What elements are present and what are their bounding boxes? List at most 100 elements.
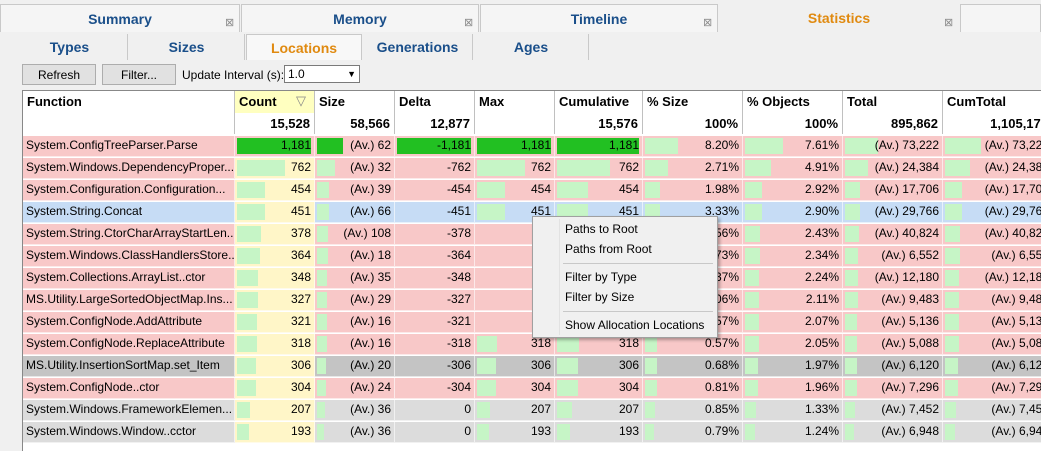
cell-value: System.ConfigTreeParser.Parse: [26, 138, 198, 152]
subtab-generations[interactable]: Generations: [363, 34, 473, 60]
cell-value: (Av.) 17,706: [874, 182, 939, 196]
cell-delta: -348: [395, 268, 475, 289]
value-bar: [317, 336, 327, 352]
cell-pct-objects: 2.07%: [743, 312, 843, 333]
subtab-locations[interactable]: Locations: [246, 34, 362, 60]
cell-size: (Av.) 20: [315, 356, 395, 377]
close-icon[interactable]: ⊠: [703, 17, 713, 29]
cell-value: 2.05%: [804, 336, 839, 350]
value-bar: [237, 138, 311, 154]
value-bar: [317, 358, 326, 374]
column-header-label: Max: [479, 94, 505, 109]
value-bar: [645, 182, 660, 198]
cell-pct-size: 8.20%: [643, 136, 743, 157]
value-bar: [645, 160, 668, 176]
menu-filter-by-type[interactable]: Filter by Type: [565, 270, 637, 284]
menu-paths-from-root[interactable]: Paths from Root: [565, 242, 652, 256]
cell-function: System.String.Concat: [23, 202, 235, 223]
cell-value: .56%: [711, 226, 739, 240]
table-row[interactable]: System.String.Concat 451 (Av.) 66 -451 451 45…: [23, 202, 1041, 224]
total-total: 895,862: [843, 113, 943, 134]
column-header-delta[interactable]: Delta: [395, 91, 475, 113]
cell-value: (Av.) 5,088: [881, 336, 939, 350]
cell-pct-objects: 2.43%: [743, 224, 843, 245]
table-row[interactable]: System.ConfigNode..ctor 304 (Av.) 24 -304 30…: [23, 378, 1041, 400]
tab-memory[interactable]: Memory ⊠: [241, 4, 479, 32]
cell-value: 318: [290, 336, 311, 350]
close-icon[interactable]: ⊠: [225, 17, 235, 29]
tab-timeline[interactable]: Timeline ⊠: [480, 4, 718, 32]
update-interval-select[interactable]: 1.0 ▼: [284, 65, 360, 83]
table-row[interactable]: System.Windows.Window..cctor 193 (Av.) 36 0…: [23, 422, 1041, 444]
value-bar: [745, 424, 755, 440]
subtab-types[interactable]: Types: [12, 34, 128, 60]
value-bar: [645, 138, 678, 154]
subtab-ages-label: Ages: [513, 39, 549, 55]
cell-value: System.ConfigNode..ctor: [26, 380, 160, 394]
filter-button[interactable]: Filter...: [102, 64, 176, 85]
tab-summary[interactable]: Summary ⊠: [0, 4, 240, 32]
column-header-count[interactable]: Count ▽: [235, 91, 315, 113]
tab-timeline-label: Timeline: [570, 10, 628, 27]
table-row[interactable]: System.Configuration.Configuration... 454…: [23, 180, 1041, 202]
table-row[interactable]: System.Collections.ArrayList..ctor 348 (Av…: [23, 268, 1041, 290]
cell-total: (Av.) 17,706: [843, 180, 943, 201]
table-row[interactable]: System.ConfigTreeParser.Parse 1,181 (Av.) …: [23, 136, 1041, 158]
close-icon[interactable]: ⊠: [944, 17, 954, 29]
value-bar: [845, 402, 855, 418]
value-bar: [745, 270, 759, 286]
cell-size: (Av.) 108: [315, 224, 395, 245]
value-bar: [237, 380, 256, 396]
cell-delta: -454: [395, 180, 475, 201]
cell-value: 454: [618, 182, 639, 196]
cell-cumtotal: (Av.) 9,483: [943, 290, 1041, 311]
cell-value: 7.61%: [804, 138, 839, 152]
subtab-sizes[interactable]: Sizes: [129, 34, 245, 60]
cell-value: (Av.) 9,483: [991, 292, 1041, 306]
column-header-total[interactable]: Total: [843, 91, 943, 113]
cell-total: (Av.) 5,136: [843, 312, 943, 333]
locations-grid: Function Count ▽ Size Delta Max Cumulative % Si…: [22, 90, 1041, 451]
menu-show-allocation-locations[interactable]: Show Allocation Locations: [565, 318, 705, 332]
value-bar: [745, 204, 762, 220]
close-icon[interactable]: ⊠: [464, 17, 474, 29]
cell-value: 318: [618, 336, 639, 350]
column-header-pct-objects[interactable]: % Objects: [743, 91, 843, 113]
value-bar: [745, 358, 758, 374]
value-bar: [945, 204, 962, 220]
column-header-max[interactable]: Max: [475, 91, 555, 113]
subtab-ages[interactable]: Ages: [474, 34, 589, 60]
column-header-cumulative[interactable]: Cumulative: [555, 91, 643, 113]
table-row[interactable]: MS.Utility.LargeSortedObjectMap.Ins... 32…: [23, 290, 1041, 312]
value-bar: [557, 138, 639, 154]
cell-value: (Av.) 5,136: [881, 314, 939, 328]
cell-value: (Av.) 35: [350, 270, 391, 284]
menu-paths-to-root[interactable]: Paths to Root: [565, 222, 638, 236]
value-bar: [845, 380, 857, 396]
refresh-button[interactable]: Refresh: [22, 64, 96, 85]
column-header-function[interactable]: Function: [23, 91, 235, 113]
cell-cumtotal: (Av.) 12,180: [943, 268, 1041, 289]
table-row[interactable]: System.Windows.FrameworkElemen... 207 (Av.…: [23, 400, 1041, 422]
cell-function: System.Windows.Window..cctor: [23, 422, 235, 443]
table-row[interactable]: System.Windows.DependencyProper... 762 (Av…: [23, 158, 1041, 180]
menu-filter-by-size[interactable]: Filter by Size: [565, 290, 635, 304]
column-header-size[interactable]: Size: [315, 91, 395, 113]
cell-max: 306: [475, 356, 555, 377]
cell-cumtotal: (Av.) 7,452: [943, 400, 1041, 421]
value-bar: [557, 424, 570, 440]
menu-separator: [563, 311, 713, 312]
column-header-pct-size[interactable]: % Size: [643, 91, 743, 113]
value-bar: [745, 336, 759, 352]
value-bar: [317, 226, 328, 242]
cell-delta: -378: [395, 224, 475, 245]
table-row[interactable]: MS.Utility.InsertionSortMap.set_Item 306 (…: [23, 356, 1041, 378]
value-bar: [557, 380, 578, 396]
cell-cumulative: 762: [555, 158, 643, 179]
tab-statistics[interactable]: Statistics ⊠: [719, 2, 959, 32]
cell-pct-objects: 1.33%: [743, 400, 843, 421]
column-header-cumtotal[interactable]: CumTotal: [943, 91, 1041, 113]
cell-cumulative: 304: [555, 378, 643, 399]
table-row[interactable]: System.ConfigNode.AddAttribute 321 (Av.) 1…: [23, 312, 1041, 334]
table-row[interactable]: System.ConfigNode.ReplaceAttribute 318 (Av…: [23, 334, 1041, 356]
